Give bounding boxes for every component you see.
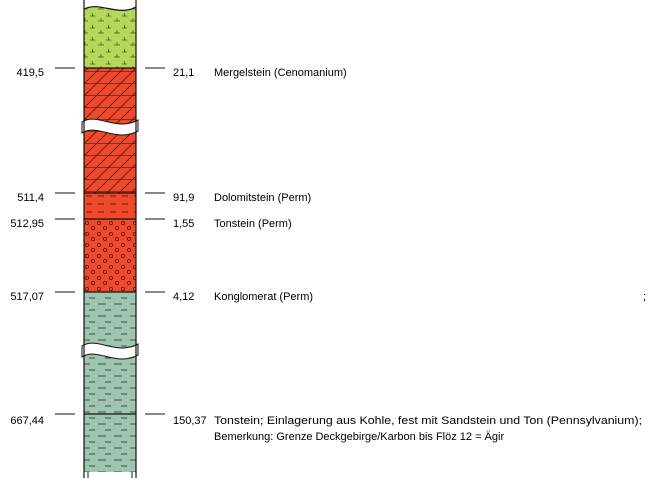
layer-description: Mergelstein (Cenomanium) bbox=[214, 67, 347, 79]
layer-conglomerate-fill bbox=[84, 219, 136, 292]
thickness-label: 4,12 bbox=[173, 291, 194, 303]
depth-label: 419,5 bbox=[16, 67, 44, 79]
layer-description: Konglomerat (Perm) bbox=[214, 291, 313, 303]
column-top-wave bbox=[83, 6, 137, 12]
stray-mark: ; bbox=[643, 291, 646, 303]
thickness-label: 150,37 bbox=[173, 415, 207, 427]
break-symbol-lower bbox=[81, 342, 139, 360]
depth-label: 667,44 bbox=[10, 415, 44, 427]
break-symbol-upper bbox=[81, 118, 139, 136]
layer-claystone-carbon-fill bbox=[84, 292, 136, 472]
layer-description: Tonstein; Einlagerung aus Kohle, fest mi… bbox=[214, 415, 642, 427]
bottom-ticks bbox=[87, 472, 133, 478]
layer-claystone-perm-fill bbox=[84, 193, 136, 219]
thickness-label: 1,55 bbox=[173, 218, 194, 230]
layer-marl-fill bbox=[84, 6, 136, 69]
depth-ticks bbox=[55, 67, 165, 415]
layer-remark: Bemerkung: Grenze Deckgebirge/Karbon bis… bbox=[214, 431, 504, 443]
thickness-label: 91,9 bbox=[173, 192, 194, 204]
thickness-label: 21,1 bbox=[173, 67, 194, 79]
depth-label: 517,07 bbox=[10, 291, 44, 303]
depth-label: 511,4 bbox=[17, 192, 44, 204]
layer-description: Dolomitstein (Perm) bbox=[214, 192, 311, 204]
layer-boundaries bbox=[84, 67, 136, 415]
depth-label: 512,95 bbox=[10, 218, 44, 230]
layer-description: Tonstein (Perm) bbox=[214, 218, 292, 230]
